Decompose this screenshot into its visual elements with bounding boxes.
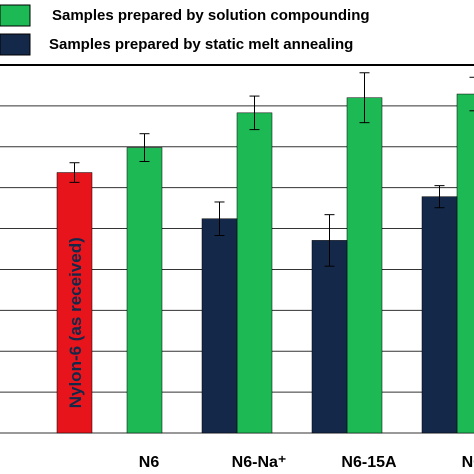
bar — [236, 112, 273, 434]
bar — [201, 218, 238, 434]
legend-swatch — [0, 33, 31, 56]
legend-label: Samples prepared by solution compounding — [52, 7, 370, 24]
x-tick-label: N6-Na⁺ — [232, 454, 287, 471]
bar — [456, 93, 474, 434]
x-tick-label: N6 — [139, 454, 160, 471]
bar — [126, 147, 163, 434]
bar-label: Nylon-6 (as received) — [66, 237, 85, 408]
legend-swatch — [0, 4, 31, 27]
bar — [311, 240, 348, 434]
bar — [421, 196, 458, 434]
x-tick-label: N6-15A — [341, 454, 397, 471]
bar — [346, 97, 383, 434]
legend-label: Samples prepared by static melt annealin… — [49, 36, 353, 53]
x-tick-label: N6-3 — [462, 454, 474, 471]
